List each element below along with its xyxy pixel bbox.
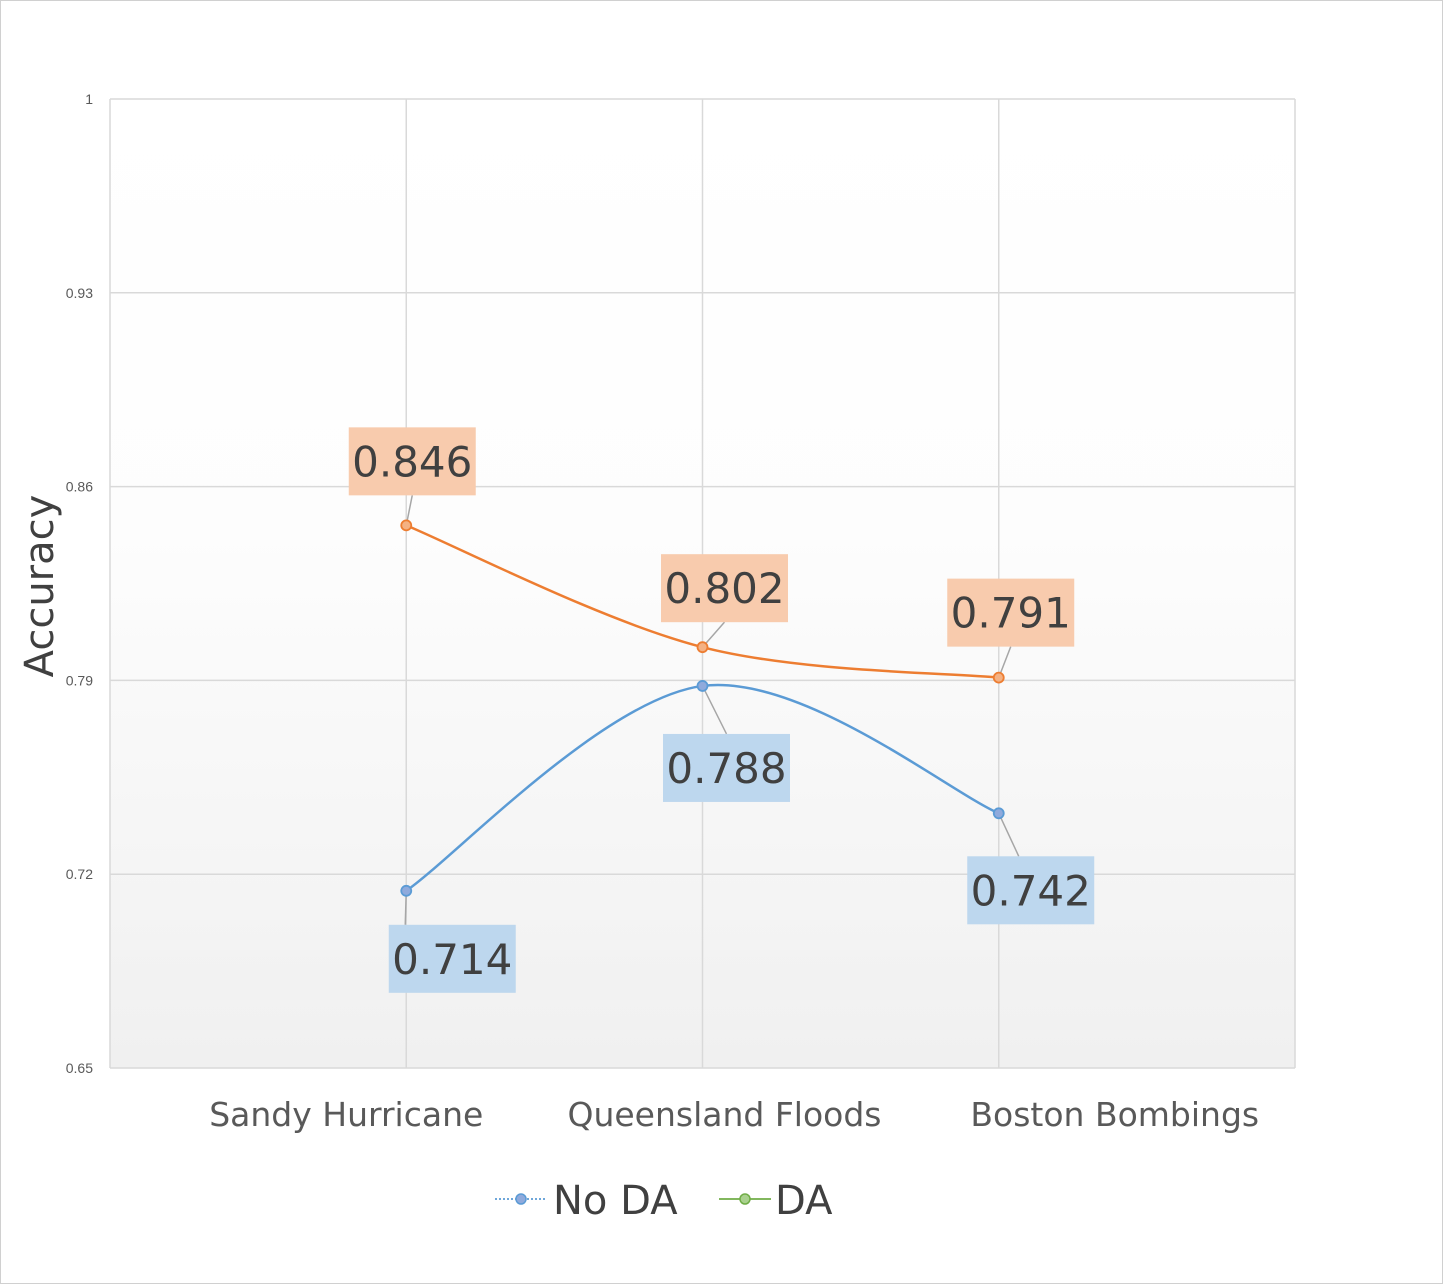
x-tick-label: Queensland Floods [567,1095,881,1134]
data-label-box [388,924,516,993]
data-point [696,641,709,654]
data-point [696,680,709,692]
legend: No DA DA [495,1178,833,1224]
legend-marker [739,1193,751,1205]
y-tick-label: 0.93 [66,285,93,301]
data-label-box [663,733,790,802]
data-label: 0.846 [352,437,472,486]
legend-label: DA [775,1178,833,1224]
y-tick-label: 0.65 [66,1060,93,1076]
data-label: 0.714 [392,935,512,984]
y-tick-label: 0.79 [66,672,93,688]
data-point [992,807,1005,820]
data-point [400,519,413,532]
data-label: 0.742 [971,866,1091,915]
data-label-box [947,578,1075,647]
x-tick-label: Sandy Hurricane [209,1095,483,1134]
y-tick-label: 0.86 [66,479,93,495]
y-tick-label: 1 [85,91,93,107]
x-tick-label: Boston Bombings [970,1095,1259,1134]
legend-item-no-da: No DA [495,1178,678,1224]
data-label: 0.788 [666,744,786,793]
data-label: 0.791 [951,589,1071,638]
data-label: 0.802 [664,564,784,613]
data-point [400,884,413,897]
legend-marker [515,1193,527,1205]
y-tick-label: 0.72 [66,866,93,882]
legend-label: No DA [553,1178,678,1224]
data-label-box [348,427,476,496]
label-leader-line [998,812,1020,857]
data-label-box [967,856,1095,925]
data-label-box [661,554,788,623]
legend-item-da: DA [719,1178,833,1224]
y-axis-title: Accuracy [17,495,63,678]
data-point [992,671,1005,684]
label-leader-line [701,685,728,735]
